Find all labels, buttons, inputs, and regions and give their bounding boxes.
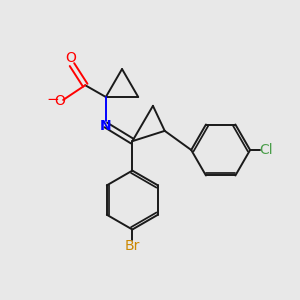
Text: Cl: Cl — [260, 143, 273, 157]
Text: O: O — [54, 94, 65, 108]
Text: −: − — [46, 92, 59, 107]
Text: O: O — [65, 51, 76, 65]
Text: Br: Br — [124, 239, 140, 253]
Text: N: N — [99, 119, 111, 133]
